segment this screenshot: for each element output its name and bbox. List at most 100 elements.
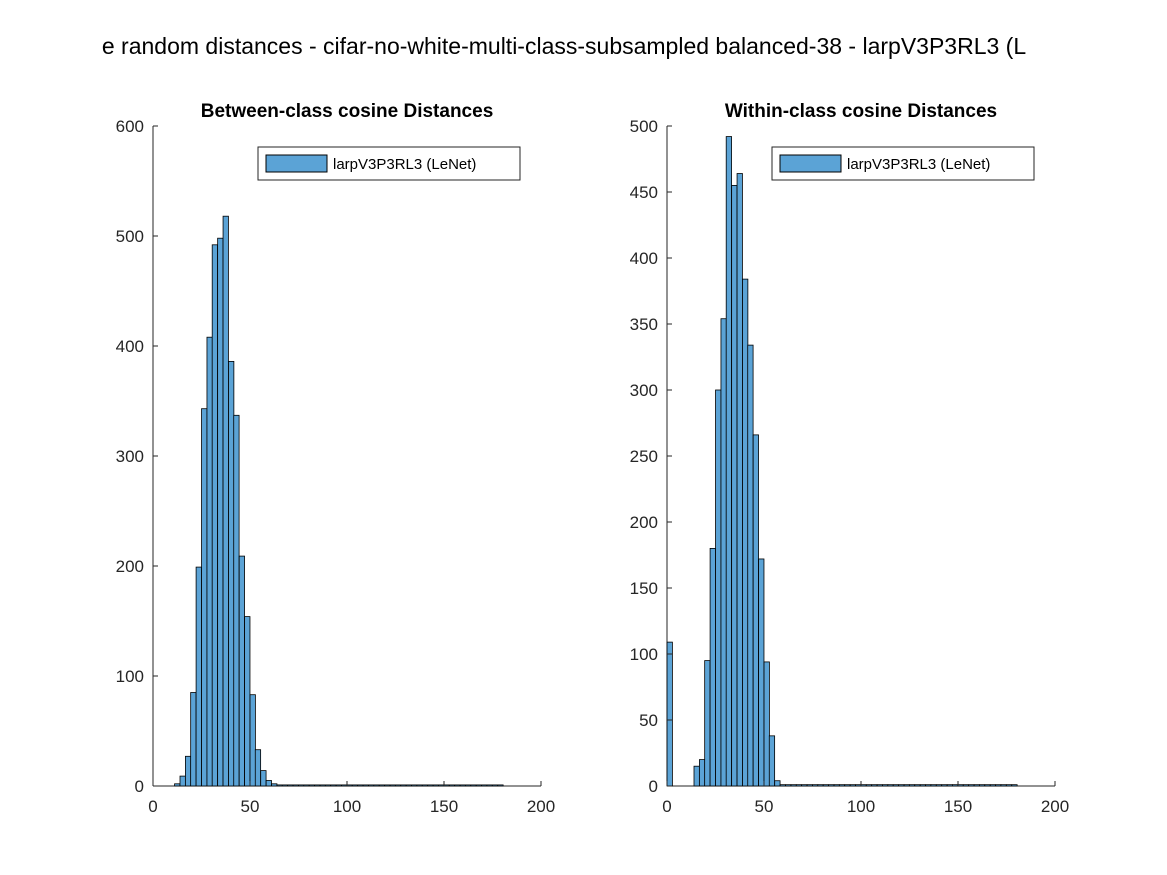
histogram-bar xyxy=(925,784,932,787)
histogram-bar xyxy=(892,784,899,787)
x-tick-label: 150 xyxy=(430,797,458,816)
histogram-bar xyxy=(887,784,894,787)
histogram-bar xyxy=(833,784,840,787)
histogram-bar xyxy=(238,555,245,787)
histogram-bar xyxy=(357,784,364,787)
histogram-bar xyxy=(882,784,889,787)
histogram-bar xyxy=(195,566,202,787)
histogram-bar xyxy=(179,775,186,787)
histogram-bar xyxy=(351,784,359,787)
histogram-bar xyxy=(389,784,396,787)
histogram-bar xyxy=(914,784,921,787)
histogram-bar xyxy=(292,784,299,787)
x-tick-label: 100 xyxy=(847,797,875,816)
histogram-bar xyxy=(400,784,407,787)
y-tick-label: 500 xyxy=(630,117,658,136)
histogram-bar xyxy=(968,784,975,787)
histogram-bar xyxy=(768,735,776,787)
y-tick-label: 150 xyxy=(630,579,658,598)
y-tick-label: 600 xyxy=(116,117,144,136)
y-tick-label: 50 xyxy=(639,711,658,730)
histogram-bar xyxy=(1005,784,1013,787)
y-tick-label: 100 xyxy=(630,645,658,664)
histogram-bar xyxy=(736,173,743,787)
histogram-bar xyxy=(699,759,706,787)
histogram-bar xyxy=(828,784,835,787)
histogram-bar xyxy=(763,661,770,787)
histogram-bar xyxy=(454,784,461,787)
histogram-bar xyxy=(228,360,235,787)
histogram-bar xyxy=(362,784,369,787)
histogram-bar xyxy=(871,784,878,787)
histogram-bar xyxy=(330,784,337,787)
histogram-bar xyxy=(860,784,867,787)
histogram-bar xyxy=(812,784,819,787)
histogram-bar xyxy=(222,215,229,787)
histogram-bar xyxy=(265,780,272,787)
histogram-bar xyxy=(324,784,332,787)
histogram-bar xyxy=(314,784,321,787)
histogram-bar xyxy=(806,784,813,787)
y-tick-label: 100 xyxy=(116,667,144,686)
histogram-bar xyxy=(978,784,986,787)
x-tick-label: 150 xyxy=(944,797,972,816)
histogram-bar xyxy=(795,784,802,787)
histogram-bar xyxy=(211,244,218,787)
histogram-bar xyxy=(190,692,197,787)
histogram-bar xyxy=(855,784,862,787)
x-tick-label: 100 xyxy=(333,797,361,816)
histogram-bar xyxy=(486,784,493,787)
x-tick-label: 200 xyxy=(527,797,555,816)
histogram-bar xyxy=(930,784,937,787)
histogram-bar xyxy=(774,780,781,787)
histogram-bar xyxy=(790,784,797,787)
histogram-bar xyxy=(817,784,824,787)
histogram-bar xyxy=(946,784,953,787)
histogram-bar xyxy=(448,784,456,787)
histogram-bar xyxy=(481,784,488,787)
legend-label: larpV3P3RL3 (LeNet) xyxy=(847,156,990,173)
histogram-bar xyxy=(174,783,181,787)
histogram-bar xyxy=(421,784,429,787)
histogram-bar xyxy=(666,641,673,787)
histogram-bar xyxy=(303,784,310,787)
y-tick-label: 250 xyxy=(630,447,658,466)
histogram-bar xyxy=(758,558,765,787)
histogram-bar xyxy=(693,765,700,787)
histogram-bar xyxy=(287,784,294,787)
y-tick-label: 300 xyxy=(630,381,658,400)
histogram-bar xyxy=(973,784,980,787)
histogram-bar xyxy=(281,784,289,787)
histogram-bar xyxy=(785,784,792,787)
histogram-bar xyxy=(935,784,943,787)
histogram-bar xyxy=(217,237,224,787)
histogram-bar xyxy=(373,784,380,787)
histogram-bar xyxy=(341,784,348,787)
histogram-bar xyxy=(779,784,786,787)
histogram-bar xyxy=(1011,784,1018,787)
histogram-bar xyxy=(206,336,213,787)
histogram-bar xyxy=(298,784,305,787)
histogram-bar xyxy=(244,616,251,787)
x-tick-label: 50 xyxy=(241,797,260,816)
histogram-bar xyxy=(497,784,504,787)
histogram-bar xyxy=(346,784,353,787)
histogram-bar xyxy=(822,784,829,787)
histogram-bar xyxy=(801,784,808,787)
x-tick-label: 50 xyxy=(755,797,774,816)
histogram-bar xyxy=(475,784,483,787)
histogram-bar xyxy=(260,770,267,787)
histogram-bar xyxy=(731,184,738,787)
histogram-bar xyxy=(378,784,386,787)
histogram-bar xyxy=(335,784,342,787)
histogram-bar xyxy=(432,784,439,787)
x-tick-label: 200 xyxy=(1041,797,1069,816)
y-tick-label: 200 xyxy=(116,557,144,576)
histogram-bar xyxy=(709,548,716,787)
y-tick-label: 300 xyxy=(116,447,144,466)
histogram-bar xyxy=(411,784,418,787)
histogram-bar xyxy=(941,784,948,787)
between-class-histogram: 0 50 100 150 200 0 100 200 300 400 500 600 Between-c… xyxy=(116,101,556,816)
histogram-bar xyxy=(276,784,283,787)
